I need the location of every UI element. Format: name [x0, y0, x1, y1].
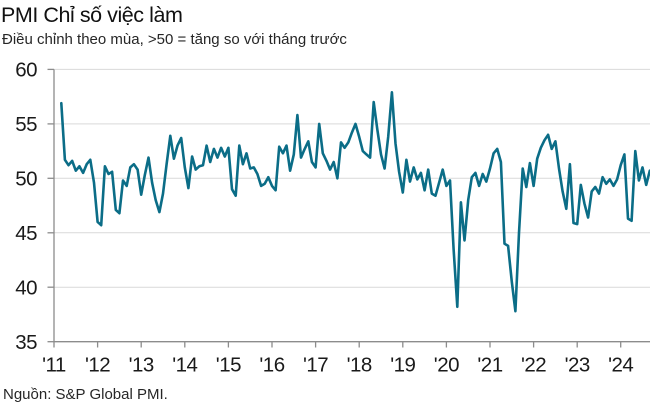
svg-text:'13: '13	[129, 354, 154, 377]
svg-text:'17: '17	[303, 354, 328, 377]
svg-text:'14: '14	[172, 354, 197, 377]
svg-text:'21: '21	[477, 354, 502, 377]
svg-text:'23: '23	[565, 354, 590, 377]
svg-text:55: 55	[15, 113, 37, 136]
svg-text:50: 50	[15, 168, 37, 191]
svg-text:'24: '24	[608, 354, 633, 377]
svg-text:'22: '22	[521, 354, 546, 377]
svg-text:'18: '18	[347, 354, 372, 377]
svg-text:60: 60	[15, 59, 37, 82]
svg-text:'19: '19	[390, 354, 415, 377]
svg-text:'20: '20	[434, 354, 459, 377]
svg-text:'15: '15	[216, 354, 241, 377]
svg-text:45: 45	[15, 222, 37, 245]
svg-text:40: 40	[15, 276, 37, 299]
svg-text:'16: '16	[259, 354, 284, 377]
svg-text:'12: '12	[85, 354, 110, 377]
svg-text:35: 35	[15, 331, 37, 354]
svg-text:'11: '11	[42, 354, 66, 377]
